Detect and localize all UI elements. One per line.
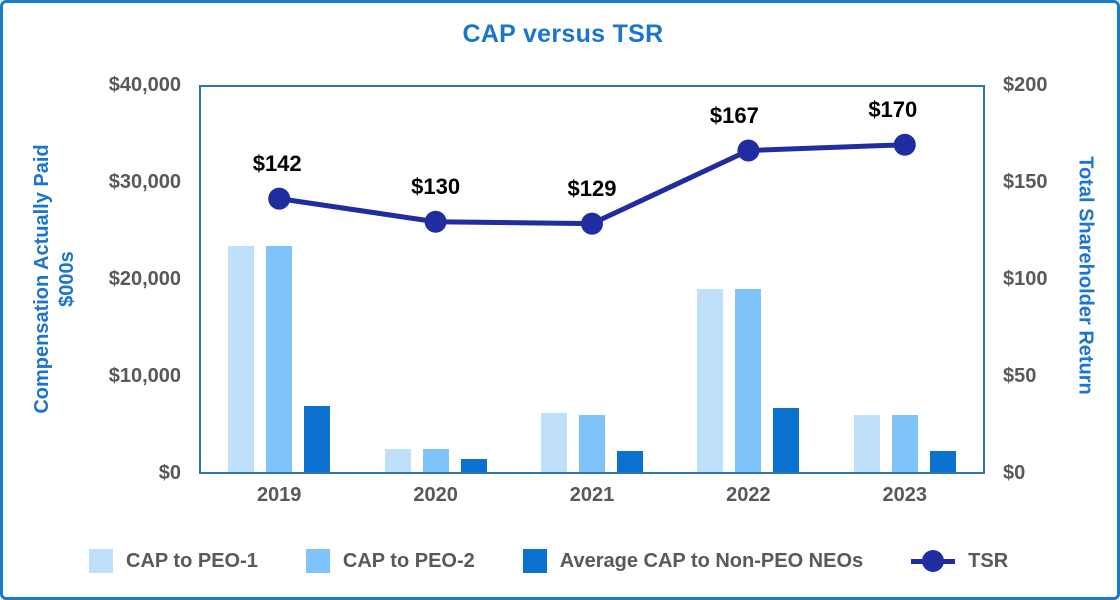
legend-label-cap-to-peo-1: CAP to PEO-1 [126,549,258,572]
bar-cap-to-peo-1-2021 [541,413,567,472]
y-axis-tick-right-2: $100 [1003,268,1048,290]
tsr-value-label-2019: $142 [252,150,302,176]
bar-cap-to-peo-1-2019 [228,245,255,472]
tsr-value-label-2021: $129 [567,175,617,201]
legend-swatch-average-cap-non-peo-neos [522,549,547,573]
y-axis-tick-left-1: $10,000 [108,365,181,387]
y-axis-tick-right-3: $150 [1003,171,1048,193]
y-axis-tick-left-4: $40,000 [108,74,181,96]
tsr-marker-2020 [424,210,447,233]
bar-cap-to-peo-2-2022 [735,289,762,472]
x-axis-label-2019: 2019 [256,484,302,506]
legend-item-tsr: TSR [911,549,1008,573]
bar-cap-to-peo-1-2023 [853,415,880,472]
tsr-value-label-2020: $130 [411,173,461,199]
legend-item-cap-to-peo-2: CAP to PEO-2 [305,549,475,573]
legend-label-average-cap-non-peo-neos: Average CAP to Non-PEO NEOs [559,549,864,572]
y-axis-tick-right-0: $0 [1003,462,1026,484]
tsr-marker-2021 [581,212,603,235]
x-axis-label-2022: 2022 [726,484,771,506]
tsr-value-label-2023: $170 [868,96,918,122]
legend-item-average-cap-non-peo-neos: Average CAP to Non-PEO NEOs [522,549,864,573]
legend: CAP to PEO-1 CAP to PEO-2 Average CAP to… [89,549,1008,573]
bar-cap-to-peo-1-2022 [697,289,724,472]
bar-average-cap-to-non-peo-neos-2022 [773,407,800,472]
y-axis-tick-right-1: $50 [1003,365,1037,387]
x-axis-label-2020: 2020 [413,484,458,506]
bar-cap-to-peo-2-2021 [579,415,605,472]
bar-average-cap-to-non-peo-neos-2021 [617,450,643,472]
chart-title: CAP versus TSR [462,20,664,48]
bar-cap-to-peo-2-2023 [891,415,918,472]
x-axis-label-2023: 2023 [882,484,928,506]
legend-tsr-dot [922,550,945,572]
y-axis-tick-left-0: $0 [158,462,181,484]
y-axis-tick-left-2: $20,000 [108,268,181,290]
bar-average-cap-to-non-peo-neos-2020 [460,458,487,472]
legend-swatch-cap-to-peo-2 [305,549,330,573]
legend-swatch-cap-to-peo-1 [89,549,113,573]
plot-area: $142 $130 $129 $167 $170 [199,85,985,474]
bar-average-cap-to-non-peo-neos-2023 [929,450,956,472]
legend-tsr-line-dot-icon [911,549,956,573]
legend-label-cap-to-peo-2: CAP to PEO-2 [342,549,475,572]
y-axis-tick-left-3: $30,000 [108,171,181,193]
bar-average-cap-to-non-peo-neos-2019 [304,405,331,472]
bar-cap-to-peo-1-2020 [384,448,411,472]
tsr-value-label-2022: $167 [709,102,759,128]
tsr-marker-2019 [268,187,291,210]
tsr-marker-2023 [893,133,916,156]
tsr-line-chart [268,133,916,235]
bar-cap-to-peo-2-2019 [266,245,293,472]
legend-label-tsr: TSR [968,549,1009,572]
y-axis-tick-right-4: $200 [1003,74,1048,96]
bar-cap-to-peo-2-2020 [422,448,449,472]
tsr-marker-2022 [737,139,760,162]
legend-item-cap-to-peo-1: CAP to PEO-1 [89,549,258,573]
x-axis-label-2021: 2021 [569,484,615,506]
